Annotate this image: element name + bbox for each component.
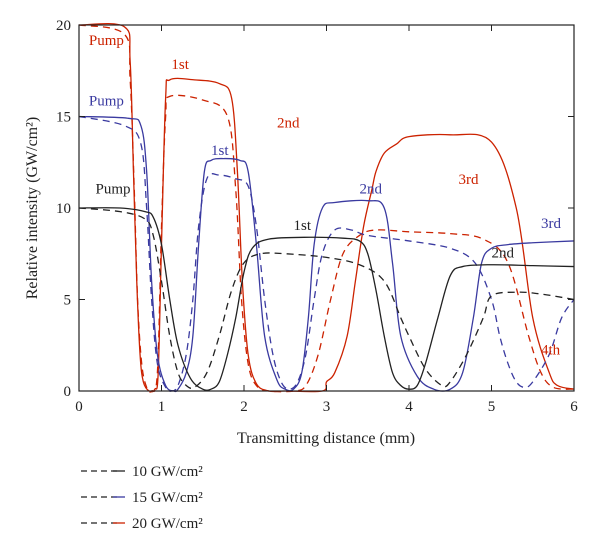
legend-entry-label: 20 GW/cm²: [132, 516, 203, 532]
y-axis-title: Relative intensity (GW/cm²): [24, 117, 41, 300]
series-line-2: [78, 115, 575, 393]
y-tick-label: 15: [56, 110, 71, 126]
annotation-label: 2nd: [360, 181, 383, 197]
series-layer: [78, 23, 575, 393]
x-tick-label: 5: [488, 399, 496, 415]
annotations-layer: Pump 1st 2nd 3rd 4th Pump 1st 2nd 3rd Pump 1st 2nd: [89, 33, 562, 358]
series-line-0: [78, 23, 575, 393]
x-tick-label: 6: [570, 399, 578, 415]
legend-entry-label: 15 GW/cm²: [132, 490, 203, 506]
x-tick-label: 4: [405, 399, 413, 415]
annotation-label: 3rd: [459, 172, 479, 188]
annotation-label: 1st: [211, 143, 229, 159]
plot-frame: [78, 24, 575, 392]
y-tick-label: 20: [56, 18, 71, 34]
ticks-layer: 0 1 2 3 4 5 6 0 5 10 15 20: [56, 18, 578, 415]
legend-entry-label: 10 GW/cm²: [132, 464, 203, 480]
annotation-label: 4th: [541, 342, 561, 358]
x-tick-label: 3: [323, 399, 331, 415]
series-line-1: [78, 24, 575, 393]
annotation-label: Pump: [96, 181, 131, 197]
annotation-label: 2nd: [277, 115, 300, 131]
series-line-3: [78, 115, 575, 392]
annotation-label: 3rd: [541, 216, 561, 232]
legend: 10 GW/cm² 15 GW/cm² 20 GW/cm²: [81, 464, 203, 532]
annotation-label: Pump: [89, 33, 124, 49]
annotation-label: 1st: [171, 57, 189, 73]
annotation-label: Pump: [89, 94, 124, 110]
annotation-label: 2nd: [492, 245, 515, 261]
x-axis-title: Transmitting distance (mm): [237, 430, 415, 447]
series-line-4: [78, 207, 575, 391]
x-tick-label: 0: [75, 399, 83, 415]
x-tick-label: 1: [158, 399, 166, 415]
y-tick-label: 10: [56, 201, 71, 217]
annotation-label: 1st: [294, 218, 312, 234]
series-line-5: [78, 207, 575, 389]
y-tick-label: 0: [64, 384, 72, 400]
y-tick-label: 5: [64, 293, 72, 309]
x-tick-label: 2: [240, 399, 248, 415]
